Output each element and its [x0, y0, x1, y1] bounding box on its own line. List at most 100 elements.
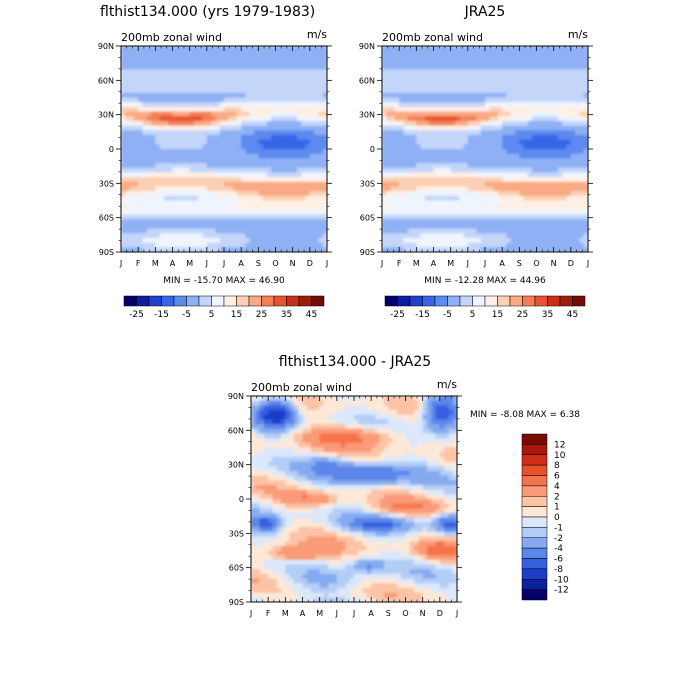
field-cell — [151, 102, 156, 108]
field-cell — [245, 247, 251, 252]
field-cell — [562, 163, 568, 169]
field-cell — [275, 158, 281, 164]
field-cell — [181, 69, 186, 75]
field-cell — [433, 205, 439, 211]
field-cell — [493, 92, 499, 99]
field-cell — [215, 195, 221, 202]
field-cell — [506, 116, 512, 122]
field-cell — [583, 163, 588, 169]
field-cell — [386, 158, 392, 164]
field-cell — [151, 97, 156, 103]
field-cell — [155, 111, 161, 117]
field-cell — [305, 74, 311, 80]
field-cell — [292, 177, 298, 183]
field-cell — [159, 163, 165, 169]
field-cell — [254, 242, 259, 248]
field-cell — [366, 400, 372, 406]
field-cell — [279, 149, 285, 155]
field-cell — [228, 205, 234, 211]
field-cell — [185, 242, 191, 248]
field-cell — [450, 242, 456, 248]
field-cell — [245, 50, 251, 56]
field-cell — [133, 69, 139, 75]
field-cell — [211, 228, 217, 234]
field-cell — [322, 167, 327, 174]
field-cell — [420, 50, 426, 56]
field-cell — [121, 153, 126, 159]
field-cell — [185, 172, 191, 178]
field-cell — [472, 97, 478, 103]
field-cell — [424, 205, 430, 211]
field-cell — [301, 74, 307, 80]
field-cell — [259, 424, 265, 430]
field-cell — [288, 191, 294, 197]
field-cell — [386, 83, 392, 89]
field-cell — [562, 177, 568, 183]
field-cell — [224, 149, 229, 155]
field-cell — [523, 78, 529, 85]
field-cell — [155, 97, 161, 103]
field-cell — [302, 396, 308, 402]
field-cell — [433, 69, 439, 75]
x-tick-label: N — [551, 259, 557, 268]
field-cell — [163, 181, 169, 188]
field-cell — [349, 428, 355, 435]
field-cell — [583, 111, 588, 117]
field-cell — [176, 83, 182, 89]
field-cell — [189, 177, 195, 183]
field-cell — [396, 414, 402, 421]
field-cell — [219, 153, 225, 159]
field-cell — [185, 205, 191, 211]
field-cell — [314, 46, 320, 52]
field-cell — [172, 186, 178, 192]
field-cell — [215, 139, 221, 145]
field-cell — [232, 200, 238, 206]
field-cell — [296, 88, 302, 94]
field-cell — [241, 191, 247, 197]
field-cell — [485, 247, 490, 252]
field-cell — [493, 195, 499, 202]
field-cell — [163, 177, 169, 183]
field-cell — [467, 125, 473, 131]
field-cell — [390, 242, 396, 248]
field-cell — [493, 64, 499, 71]
field-cell — [394, 247, 400, 252]
field-cell — [181, 130, 186, 136]
field-cell — [575, 209, 581, 216]
field-cell — [215, 92, 221, 99]
field-cell — [168, 191, 174, 197]
field-cell — [232, 116, 238, 122]
field-cell — [125, 46, 131, 52]
field-cell — [271, 106, 277, 113]
field-cell — [133, 167, 139, 174]
field-cell — [322, 158, 327, 164]
field-cell — [323, 400, 329, 406]
field-cell — [146, 69, 152, 75]
field-cell — [258, 60, 264, 66]
field-cell — [416, 191, 422, 197]
field-cell — [163, 92, 169, 99]
field-cell — [549, 144, 555, 150]
field-cell — [138, 228, 144, 234]
colorbar-swatch — [211, 295, 225, 307]
field-cell — [472, 69, 478, 75]
field-cell — [566, 172, 572, 178]
field-cell — [292, 223, 298, 230]
field-cell — [515, 139, 520, 145]
field-cell — [302, 424, 308, 430]
field-cell — [424, 214, 430, 220]
field-cell — [467, 153, 473, 159]
field-cell — [314, 78, 320, 85]
field-cell — [211, 130, 217, 136]
field-cell — [579, 60, 585, 66]
x-tick-label: J — [483, 259, 486, 268]
field-cell — [142, 64, 148, 71]
field-cell — [545, 228, 550, 234]
field-cell — [566, 78, 572, 85]
field-cell — [390, 167, 396, 174]
field-cell — [540, 209, 546, 216]
field-cell — [433, 144, 439, 150]
field-cell — [497, 195, 503, 202]
field-cell — [315, 428, 321, 435]
field-cell — [146, 195, 152, 202]
